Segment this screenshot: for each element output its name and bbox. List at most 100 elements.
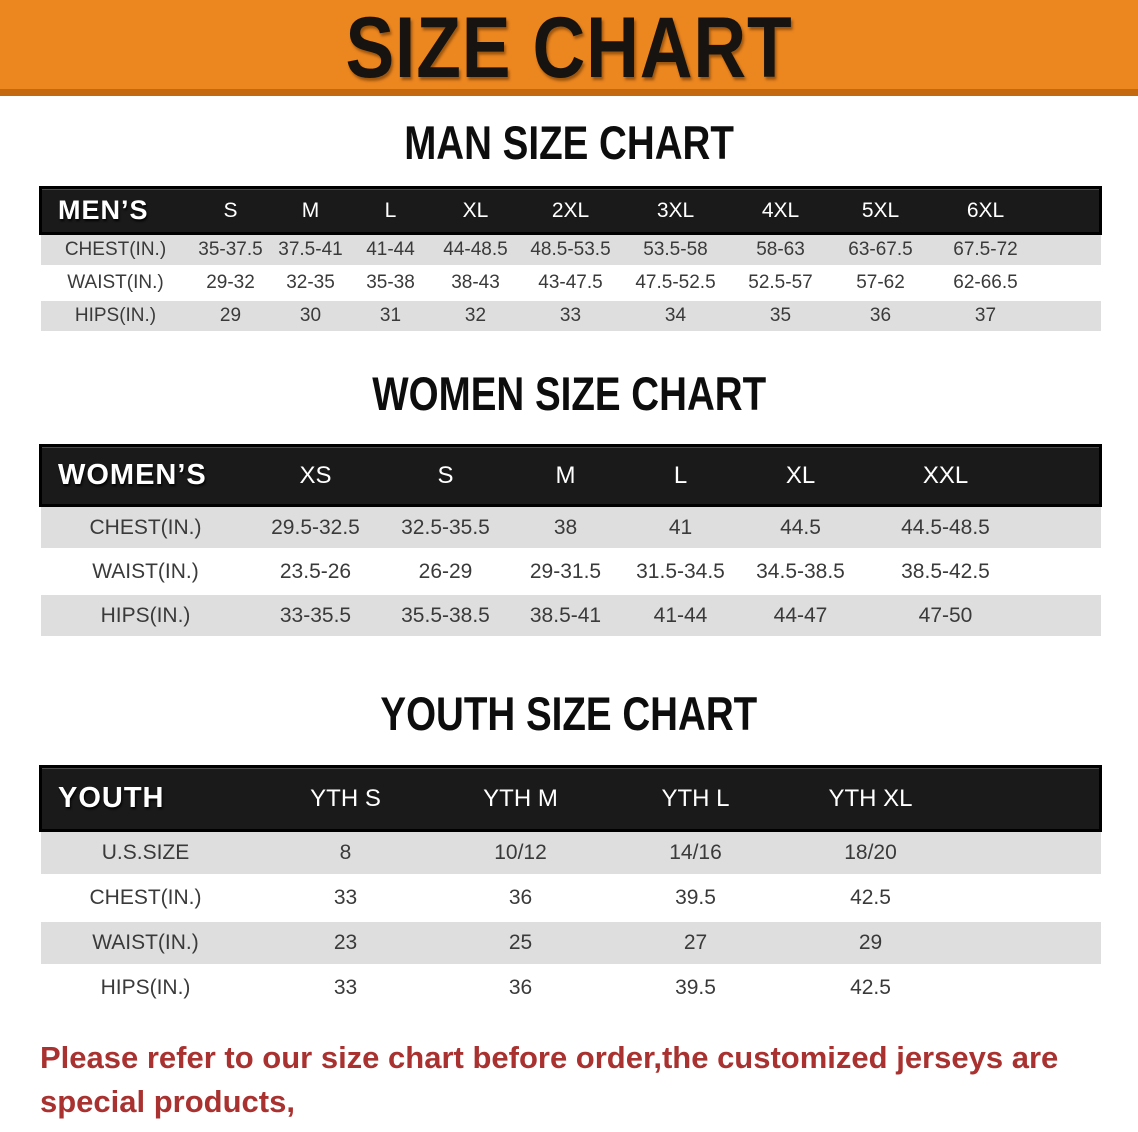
- size-value: 47-50: [860, 593, 1031, 639]
- row-label: U.S.SIZE: [40, 829, 251, 877]
- youth-corner-label: YOUTH: [39, 765, 251, 832]
- women-header-row: WOMEN’S XS S M L XL XXL: [39, 444, 1102, 507]
- cell-filler: [1030, 593, 1101, 639]
- size-value: 35-38: [350, 266, 431, 301]
- size-value: 43-47.5: [520, 266, 621, 301]
- size-value: 38-43: [430, 266, 521, 301]
- size-value: 32-35: [270, 266, 351, 301]
- header-filler: [1030, 444, 1102, 507]
- size-value: 38: [510, 504, 621, 551]
- men-size-header: 5XL: [830, 186, 931, 235]
- cell-filler: [950, 875, 1101, 922]
- women-size-header: XS: [250, 444, 381, 507]
- size-value: 41-44: [620, 593, 741, 639]
- youth-size-header: YTH XL: [790, 765, 951, 832]
- size-value: 32: [430, 299, 521, 334]
- row-label: HIPS(IN.): [40, 593, 251, 639]
- banner-title: SIZE CHART: [345, 0, 793, 96]
- size-value: 44.5: [740, 504, 861, 551]
- size-value: 32.5-35.5: [380, 504, 511, 551]
- men-size-header: 2XL: [520, 186, 621, 235]
- size-value: 29: [190, 299, 271, 334]
- cell-filler: [950, 920, 1101, 967]
- row-label: CHEST(IN.): [40, 875, 251, 922]
- size-value: 10/12: [440, 829, 601, 877]
- size-value: 8: [250, 829, 441, 877]
- men-corner-label: MEN’S: [39, 186, 191, 235]
- size-value: 37.5-41: [270, 232, 351, 268]
- size-value: 29-32: [190, 266, 271, 301]
- size-value: 31.5-34.5: [620, 549, 741, 595]
- row-label: HIPS(IN.): [40, 965, 251, 1012]
- men-section-heading: MAN SIZE CHART: [0, 117, 1138, 169]
- size-value: 35.5-38.5: [380, 593, 511, 639]
- men-waist-row: WAIST(IN.) 29-32 32-35 35-38 38-43 43-47…: [40, 266, 1101, 301]
- size-value: 67.5-72: [930, 232, 1041, 268]
- men-size-header: S: [190, 186, 271, 235]
- size-value: 36: [440, 875, 601, 922]
- women-corner-label: WOMEN’S: [39, 444, 251, 507]
- size-value: 63-67.5: [830, 232, 931, 268]
- women-chest-row: CHEST(IN.) 29.5-32.5 32.5-35.5 38 41 44.…: [40, 504, 1101, 551]
- size-value: 26-29: [380, 549, 511, 595]
- men-size-header: 6XL: [930, 186, 1041, 235]
- size-value: 31: [350, 299, 431, 334]
- cell-filler: [1040, 232, 1101, 268]
- row-label: CHEST(IN.): [40, 504, 251, 551]
- size-value: 34: [620, 299, 731, 334]
- youth-size-header: YTH S: [250, 765, 441, 832]
- youth-heading-text: YOUTH SIZE CHART: [380, 687, 758, 740]
- size-value: 36: [440, 965, 601, 1012]
- size-value: 39.5: [600, 965, 791, 1012]
- size-value: 41: [620, 504, 741, 551]
- men-size-header: XL: [430, 186, 521, 235]
- size-value: 57-62: [830, 266, 931, 301]
- cell-filler: [1030, 504, 1101, 551]
- youth-size-table: YOUTH YTH S YTH M YTH L YTH XL U.S.SIZE …: [39, 765, 1102, 1012]
- size-value: 33: [520, 299, 621, 334]
- youth-hips-row: HIPS(IN.) 33 36 39.5 42.5: [40, 965, 1101, 1012]
- disclaimer-text: Please refer to our size chart before or…: [40, 1036, 1118, 1132]
- men-chest-row: CHEST(IN.) 35-37.5 37.5-41 41-44 44-48.5…: [40, 232, 1101, 268]
- size-value: 33-35.5: [250, 593, 381, 639]
- size-value: 36: [830, 299, 931, 334]
- size-value: 29: [790, 920, 951, 967]
- size-value: 29.5-32.5: [250, 504, 381, 551]
- size-value: 44-48.5: [430, 232, 521, 268]
- men-size-header: L: [350, 186, 431, 235]
- youth-size-header: YTH L: [600, 765, 791, 832]
- size-chart-banner: SIZE CHART: [0, 0, 1138, 96]
- men-size-table: MEN’S S M L XL 2XL 3XL 4XL 5XL 6XL CHEST…: [39, 186, 1102, 334]
- women-size-table: WOMEN’S XS S M L XL XXL CHEST(IN.) 29.5-…: [39, 444, 1102, 639]
- cell-filler: [1040, 299, 1101, 334]
- youth-ussize-row: U.S.SIZE 8 10/12 14/16 18/20: [40, 829, 1101, 877]
- row-label: WAIST(IN.): [40, 920, 251, 967]
- size-value: 48.5-53.5: [520, 232, 621, 268]
- size-value: 47.5-52.5: [620, 266, 731, 301]
- size-value: 35: [730, 299, 831, 334]
- disclaimer-line-2: we don't accept cancel, change, teturn o…: [40, 1124, 1118, 1132]
- size-value: 23.5-26: [250, 549, 381, 595]
- youth-size-header: YTH M: [440, 765, 601, 832]
- size-value: 39.5: [600, 875, 791, 922]
- size-value: 52.5-57: [730, 266, 831, 301]
- men-heading-text: MAN SIZE CHART: [404, 116, 734, 169]
- size-value: 18/20: [790, 829, 951, 877]
- men-header-row: MEN’S S M L XL 2XL 3XL 4XL 5XL 6XL: [39, 186, 1102, 235]
- youth-chest-row: CHEST(IN.) 33 36 39.5 42.5: [40, 875, 1101, 922]
- youth-waist-row: WAIST(IN.) 23 25 27 29: [40, 920, 1101, 967]
- size-value: 33: [250, 875, 441, 922]
- women-size-header: M: [510, 444, 621, 507]
- size-value: 41-44: [350, 232, 431, 268]
- cell-filler: [950, 965, 1101, 1012]
- size-value: 53.5-58: [620, 232, 731, 268]
- size-value: 23: [250, 920, 441, 967]
- women-size-header: XL: [740, 444, 861, 507]
- men-hips-row: HIPS(IN.) 29 30 31 32 33 34 35 36 37: [40, 299, 1101, 334]
- women-size-header: S: [380, 444, 511, 507]
- men-size-header: 3XL: [620, 186, 731, 235]
- size-value: 37: [930, 299, 1041, 334]
- men-size-header: M: [270, 186, 351, 235]
- cell-filler: [950, 829, 1101, 877]
- size-value: 30: [270, 299, 351, 334]
